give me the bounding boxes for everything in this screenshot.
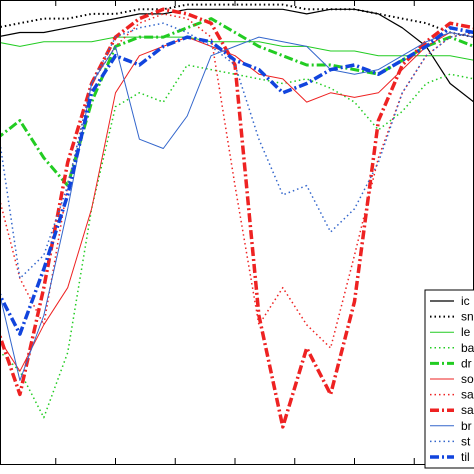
legend-label-1: sn [461, 310, 474, 324]
legend-label-6: sa [461, 388, 474, 402]
legend-label-10: til [461, 450, 470, 464]
legend-label-2: le [461, 325, 471, 339]
legend-label-7: sa [461, 403, 474, 417]
series-line-ba-3 [0, 64, 474, 419]
legend-label-4: dr [461, 356, 472, 370]
series-line-sa-7 [0, 7, 474, 429]
series-line-st-9 [0, 22, 474, 280]
legend-label-8: br [461, 419, 472, 433]
legend-label-5: so [461, 372, 474, 386]
series-layer [0, 3, 474, 429]
legend-label-9: st [461, 434, 471, 448]
legend-label-3: ba [461, 341, 474, 355]
legend-label-0: ic [461, 294, 470, 308]
series-line-so-5 [0, 32, 474, 372]
series-line-ic-0 [0, 8, 474, 103]
series-line-til-10 [0, 26, 474, 336]
series-line-sn-1 [0, 3, 474, 39]
series-line-le-2 [0, 36, 474, 61]
